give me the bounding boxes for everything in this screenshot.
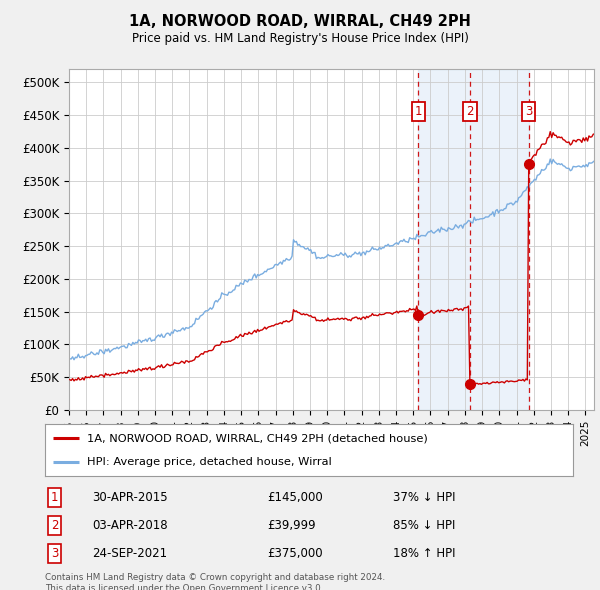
Text: 2: 2	[466, 105, 473, 118]
Text: £145,000: £145,000	[267, 491, 323, 504]
Text: 30-APR-2015: 30-APR-2015	[92, 491, 168, 504]
Text: 3: 3	[51, 547, 58, 560]
Text: 1: 1	[51, 491, 58, 504]
Text: 24-SEP-2021: 24-SEP-2021	[92, 547, 167, 560]
Text: 1A, NORWOOD ROAD, WIRRAL, CH49 2PH (detached house): 1A, NORWOOD ROAD, WIRRAL, CH49 2PH (deta…	[87, 433, 428, 443]
Text: £375,000: £375,000	[267, 547, 322, 560]
Text: 18% ↑ HPI: 18% ↑ HPI	[394, 547, 456, 560]
Bar	[418, 69, 529, 410]
Text: 03-APR-2018: 03-APR-2018	[92, 519, 168, 532]
Text: 2: 2	[51, 519, 58, 532]
Text: HPI: Average price, detached house, Wirral: HPI: Average price, detached house, Wirr…	[87, 457, 332, 467]
Text: 85% ↓ HPI: 85% ↓ HPI	[394, 519, 456, 532]
Text: £39,999: £39,999	[267, 519, 316, 532]
Text: Contains HM Land Registry data © Crown copyright and database right 2024.
This d: Contains HM Land Registry data © Crown c…	[45, 573, 385, 590]
Text: 37% ↓ HPI: 37% ↓ HPI	[394, 491, 456, 504]
Text: Price paid vs. HM Land Registry's House Price Index (HPI): Price paid vs. HM Land Registry's House …	[131, 32, 469, 45]
Text: 1A, NORWOOD ROAD, WIRRAL, CH49 2PH: 1A, NORWOOD ROAD, WIRRAL, CH49 2PH	[129, 14, 471, 28]
Text: 1: 1	[415, 105, 422, 118]
Text: 3: 3	[525, 105, 532, 118]
